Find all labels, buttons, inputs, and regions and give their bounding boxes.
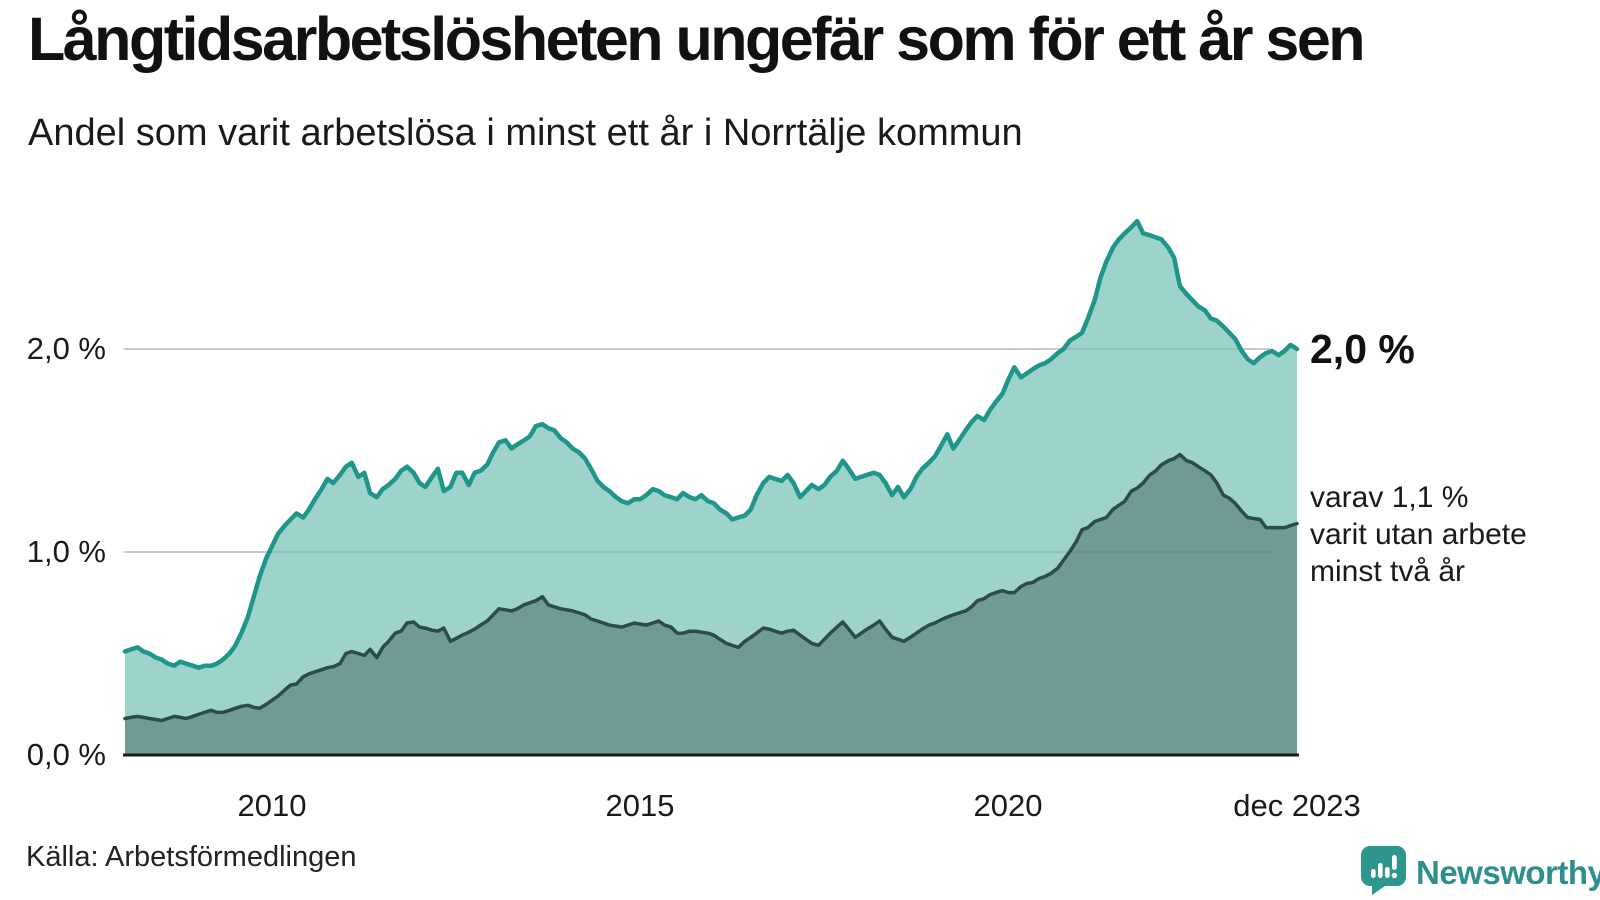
series2-annotation-line3: minst två år bbox=[1310, 555, 1466, 588]
newsworthy-wordmark: Newsworthy bbox=[1416, 853, 1600, 891]
line-minst-ett-ar bbox=[122, 218, 1300, 670]
x-tick-label-dec-2023: dec 2023 bbox=[1233, 788, 1361, 823]
x-tick-label-2020: 2020 bbox=[973, 788, 1043, 823]
x-tick-label-2010: 2010 bbox=[237, 788, 307, 823]
area-minst-tva-ar bbox=[125, 454, 1297, 755]
line-minst-tva-ar bbox=[123, 452, 1299, 723]
area-chart-canvas bbox=[122, 218, 1300, 757]
source-credit: Källa: Arbetsförmedlingen bbox=[26, 841, 357, 873]
series2-annotation-line1: varav 1,1 % bbox=[1310, 481, 1469, 514]
newsworthy-logo-icon bbox=[1360, 845, 1407, 900]
series2-annotation-line2: varit utan arbete bbox=[1310, 518, 1527, 551]
x-tick-label-2015: 2015 bbox=[605, 788, 675, 823]
series2-annotation: varav 1,1 % varit utan arbete minst två … bbox=[1310, 479, 1527, 590]
chart-subtitle: Andel som varit arbetslösa i minst ett å… bbox=[28, 112, 1023, 154]
series1-end-value-label: 2,0 % bbox=[1310, 326, 1415, 372]
page-title: Långtidsarbetslösheten ungefär som för e… bbox=[28, 5, 1366, 73]
y-tick-label-0: 0,0 % bbox=[26, 737, 106, 772]
newsworthy-logo: Newsworthy bbox=[1360, 845, 1600, 900]
y-tick-label-2: 2,0 % bbox=[26, 331, 106, 366]
y-tick-label-1: 1,0 % bbox=[26, 534, 106, 569]
